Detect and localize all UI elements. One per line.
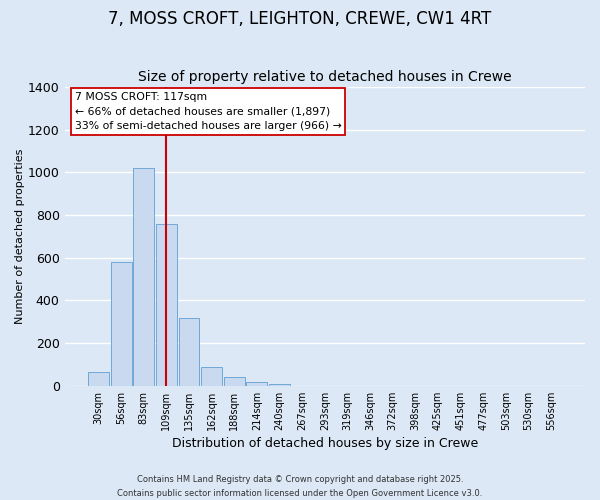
Text: Contains HM Land Registry data © Crown copyright and database right 2025.
Contai: Contains HM Land Registry data © Crown c… <box>118 476 482 498</box>
Bar <box>133 168 154 386</box>
Text: 7, MOSS CROFT, LEIGHTON, CREWE, CW1 4RT: 7, MOSS CROFT, LEIGHTON, CREWE, CW1 4RT <box>109 10 491 28</box>
X-axis label: Distribution of detached houses by size in Crewe: Distribution of detached houses by size … <box>172 437 478 450</box>
Title: Size of property relative to detached houses in Crewe: Size of property relative to detached ho… <box>138 70 512 85</box>
Bar <box>156 224 177 386</box>
Text: 7 MOSS CROFT: 117sqm
← 66% of detached houses are smaller (1,897)
33% of semi-de: 7 MOSS CROFT: 117sqm ← 66% of detached h… <box>75 92 341 131</box>
Bar <box>179 318 199 386</box>
Bar <box>201 367 222 386</box>
Bar <box>224 378 245 386</box>
Bar <box>247 382 268 386</box>
Bar <box>88 372 109 386</box>
Bar <box>269 384 290 386</box>
Bar <box>111 262 131 386</box>
Y-axis label: Number of detached properties: Number of detached properties <box>15 148 25 324</box>
